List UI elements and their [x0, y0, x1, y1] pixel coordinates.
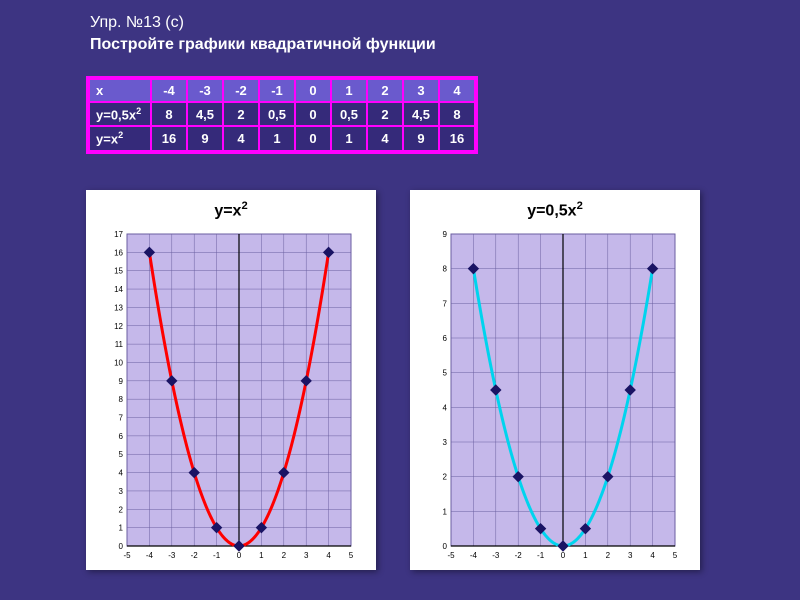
svg-text:3: 3 — [119, 487, 124, 496]
table-cell: 4,5 — [403, 102, 439, 126]
svg-text:9: 9 — [119, 377, 124, 386]
table-cell: 4,5 — [187, 102, 223, 126]
table-cell: -1 — [259, 79, 295, 102]
svg-text:3: 3 — [304, 551, 309, 560]
svg-text:9: 9 — [443, 230, 448, 239]
chart2-card: y=0,5x2 -5 -4 -3 -2 -1 0 1 2 3 4 5 0 1 2 3 4 5 6 7 8 9 — [410, 190, 700, 570]
svg-text:12: 12 — [114, 322, 123, 331]
heading-line1: Упр. №13 (с) — [90, 12, 436, 34]
chart1-svg: -5-4-3-2-1012345012345678910111213141516… — [101, 226, 361, 566]
svg-text:-1: -1 — [537, 551, 545, 560]
table-cell: 0,5 — [259, 102, 295, 126]
table-cell: 0 — [295, 126, 331, 150]
table-cell: 2 — [367, 79, 403, 102]
svg-text:8: 8 — [443, 265, 448, 274]
table-row-header: y=x2 — [89, 126, 151, 150]
svg-text:13: 13 — [114, 304, 123, 313]
svg-text:6: 6 — [443, 334, 448, 343]
svg-text:3: 3 — [443, 438, 448, 447]
svg-text:16: 16 — [114, 249, 123, 258]
table-cell: 8 — [439, 102, 475, 126]
table-cell: 16 — [439, 126, 475, 150]
svg-text:1: 1 — [443, 508, 448, 517]
svg-text:8: 8 — [119, 396, 124, 405]
svg-text:7: 7 — [119, 414, 124, 423]
chart2-title: y=0,5x2 — [527, 200, 583, 220]
table-cell: 2 — [367, 102, 403, 126]
table-cell: 4 — [439, 79, 475, 102]
svg-text:-5: -5 — [447, 551, 455, 560]
table-cell: 4 — [223, 126, 259, 150]
svg-text:17: 17 — [114, 230, 123, 239]
table-cell: 0,5 — [331, 102, 367, 126]
svg-text:2: 2 — [282, 551, 287, 560]
table-cell: -3 — [187, 79, 223, 102]
chart1-card: y=x2 -5-4-3-2-10123450123456789101112131… — [86, 190, 376, 570]
svg-text:5: 5 — [349, 551, 354, 560]
svg-text:11: 11 — [115, 340, 124, 349]
table-cell: 0 — [295, 79, 331, 102]
svg-text:0: 0 — [119, 542, 124, 551]
svg-text:3: 3 — [628, 551, 633, 560]
svg-text:10: 10 — [114, 359, 123, 368]
table-row-header: x — [89, 79, 151, 102]
data-table-wrap: x-4-3-2-101234y=0,5x284,520,500,524,58y=… — [86, 76, 478, 154]
table-cell: 9 — [187, 126, 223, 150]
table-cell: 2 — [223, 102, 259, 126]
table-cell: -2 — [223, 79, 259, 102]
table-cell: 8 — [151, 102, 187, 126]
svg-text:5: 5 — [119, 451, 124, 460]
svg-text:7: 7 — [443, 300, 448, 309]
svg-text:4: 4 — [326, 551, 331, 560]
svg-text:-2: -2 — [515, 551, 523, 560]
svg-text:5: 5 — [443, 369, 448, 378]
svg-text:4: 4 — [443, 404, 448, 413]
svg-text:-1: -1 — [213, 551, 221, 560]
svg-text:-4: -4 — [470, 551, 478, 560]
svg-text:1: 1 — [119, 524, 124, 533]
svg-text:-3: -3 — [168, 551, 176, 560]
chart1-title: y=x2 — [214, 200, 247, 220]
svg-text:-5: -5 — [123, 551, 131, 560]
chart2-svg: -5 -4 -3 -2 -1 0 1 2 3 4 5 0 1 2 3 4 5 6 7 8 9 — [425, 226, 685, 566]
svg-text:2: 2 — [119, 506, 124, 515]
heading-line2: Постройте графики квадратичной функции — [90, 34, 436, 56]
svg-text:0: 0 — [237, 551, 242, 560]
svg-text:-4: -4 — [146, 551, 154, 560]
table-cell: 3 — [403, 79, 439, 102]
table-cell: 1 — [259, 126, 295, 150]
table-cell: 16 — [151, 126, 187, 150]
table-row-header: y=0,5x2 — [89, 102, 151, 126]
svg-text:1: 1 — [259, 551, 264, 560]
heading: Упр. №13 (с) Постройте графики квадратич… — [90, 12, 436, 57]
svg-text:0: 0 — [443, 542, 448, 551]
table-cell: 0 — [295, 102, 331, 126]
table-cell: 1 — [331, 79, 367, 102]
svg-text:5: 5 — [673, 551, 678, 560]
svg-text:6: 6 — [119, 432, 124, 441]
svg-text:15: 15 — [114, 267, 123, 276]
table-cell: 9 — [403, 126, 439, 150]
page: Упр. №13 (с) Постройте графики квадратич… — [0, 0, 800, 600]
svg-text:-3: -3 — [492, 551, 500, 560]
data-table: x-4-3-2-101234y=0,5x284,520,500,524,58y=… — [88, 78, 476, 152]
table-cell: 1 — [331, 126, 367, 150]
table-cell: -4 — [151, 79, 187, 102]
svg-text:1: 1 — [583, 551, 588, 560]
svg-text:2: 2 — [606, 551, 611, 560]
charts-row: y=x2 -5-4-3-2-10123450123456789101112131… — [86, 190, 700, 570]
svg-text:4: 4 — [650, 551, 655, 560]
table-cell: 4 — [367, 126, 403, 150]
svg-text:0: 0 — [561, 551, 566, 560]
svg-text:4: 4 — [119, 469, 124, 478]
svg-text:2: 2 — [443, 473, 448, 482]
svg-text:-2: -2 — [191, 551, 199, 560]
svg-text:14: 14 — [114, 285, 123, 294]
